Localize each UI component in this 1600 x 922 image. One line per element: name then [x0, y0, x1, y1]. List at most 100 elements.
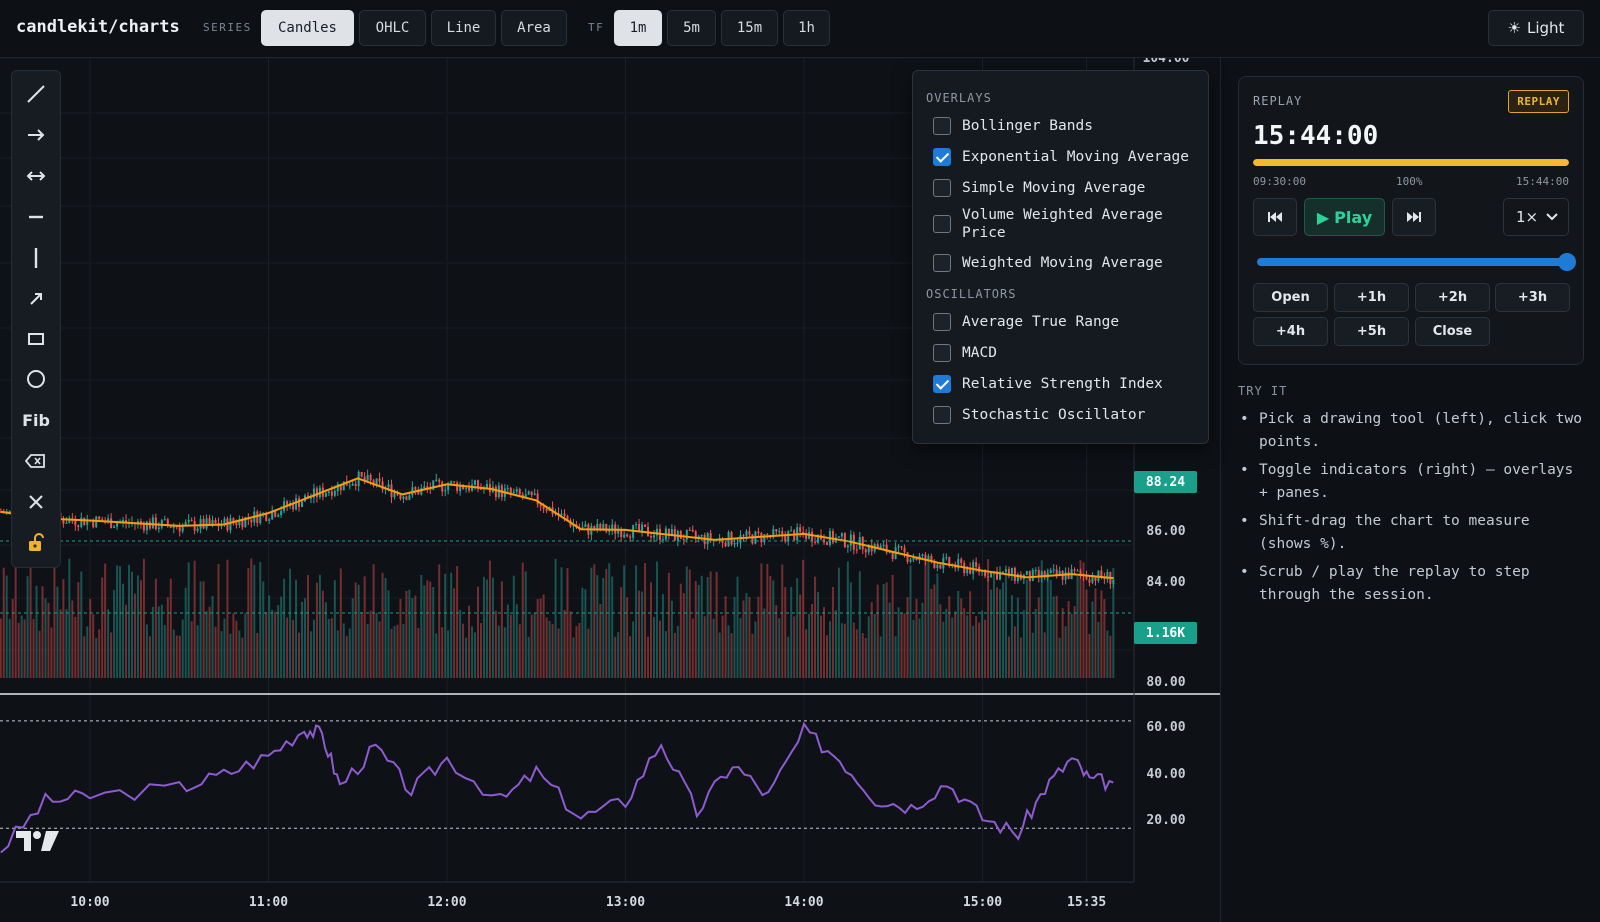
candle-body: [1037, 570, 1040, 577]
volume-bar: [796, 578, 799, 678]
series-ohlc-button[interactable]: OHLC: [359, 10, 426, 46]
speed-select[interactable]: 1×: [1503, 198, 1569, 236]
scrubber-handle[interactable]: [1558, 253, 1576, 271]
volume-bar: [996, 587, 999, 678]
volume-bar: [17, 622, 20, 678]
volume-bar: [247, 568, 250, 678]
jump-3h-button[interactable]: +3h: [1495, 283, 1570, 312]
vertical-line-tool[interactable]: [18, 241, 54, 275]
indicator-atr[interactable]: Average True Range: [933, 313, 1202, 331]
volume-bar: [181, 619, 184, 678]
candle-body: [474, 480, 477, 485]
volume-bar: [688, 569, 691, 678]
candle-body: [602, 523, 605, 531]
candle-body: [969, 567, 972, 574]
candle-body: [990, 571, 993, 578]
checkbox[interactable]: [933, 344, 951, 362]
checkbox[interactable]: [933, 313, 951, 331]
indicator-rsi[interactable]: Relative Strength Index: [933, 375, 1202, 393]
indicator-ema[interactable]: Exponential Moving Average: [933, 148, 1202, 166]
replay-panel: REPLAY REPLAY 15:44:00 09:30:00 100% 15:…: [1238, 76, 1584, 365]
eraser-tool[interactable]: [18, 444, 54, 478]
series-area-button[interactable]: Area: [501, 10, 567, 46]
checkbox-checked[interactable]: [933, 148, 951, 166]
candle-body: [432, 480, 435, 490]
skip-back-button[interactable]: [1253, 198, 1297, 236]
candle-body: [611, 524, 614, 530]
checkbox[interactable]: [933, 254, 951, 272]
clear-tool[interactable]: [18, 485, 54, 519]
series-line-button[interactable]: Line: [431, 10, 496, 46]
volume-bar: [975, 616, 978, 678]
indicator-vwap[interactable]: Volume Weighted Average Price: [933, 206, 1193, 242]
replay-scrubber[interactable]: [1257, 253, 1576, 271]
volume-bar: [811, 604, 814, 678]
indicator-macd[interactable]: MACD: [933, 344, 1202, 362]
skip-forward-icon: [1407, 212, 1421, 222]
volume-bar: [647, 636, 650, 678]
volume-bar: [250, 558, 253, 678]
jump-4h-button[interactable]: +4h: [1253, 317, 1328, 346]
volume-bar: [357, 584, 360, 678]
volume-bar: [1019, 637, 1022, 678]
volume-bar: [354, 582, 357, 678]
checkbox[interactable]: [933, 117, 951, 135]
volume-bar: [262, 581, 265, 678]
indicator-stochastic[interactable]: Stochastic Oscillator: [933, 406, 1202, 424]
extended-line-tool[interactable]: [18, 159, 54, 193]
play-button[interactable]: ▶ Play: [1304, 198, 1385, 236]
candle-body: [342, 481, 345, 491]
indicator-sma[interactable]: Simple Moving Average: [933, 179, 1202, 197]
candle-body: [748, 531, 751, 535]
volume-bar: [548, 620, 551, 678]
tf-1h-button[interactable]: 1h: [783, 10, 830, 46]
series-candles-button[interactable]: Candles: [261, 10, 354, 46]
candle-body: [77, 525, 80, 527]
volume-bar: [336, 630, 339, 678]
tf-1m-button[interactable]: 1m: [614, 10, 662, 46]
candle-body: [1106, 572, 1109, 580]
tf-5m-button[interactable]: 5m: [667, 10, 716, 46]
volume-bar: [465, 637, 468, 678]
trendline-tool[interactable]: [18, 77, 54, 111]
horizontal-line-tool[interactable]: [18, 200, 54, 234]
checkbox-checked[interactable]: [933, 375, 951, 393]
checkbox[interactable]: [933, 179, 951, 197]
jump-2h-button[interactable]: +2h: [1415, 283, 1490, 312]
fib-tool[interactable]: Fib: [22, 410, 50, 430]
indicator-bollinger-bands[interactable]: Bollinger Bands: [933, 117, 1202, 135]
rectangle-tool[interactable]: [18, 322, 54, 356]
candle-body: [560, 513, 563, 516]
arrow-tool[interactable]: [18, 282, 54, 316]
candle-body: [724, 542, 727, 547]
candle-body: [742, 535, 745, 537]
volume-bar: [644, 563, 647, 678]
volume-bar: [456, 565, 459, 678]
circle-tool[interactable]: [18, 362, 54, 396]
candle-body: [235, 522, 238, 526]
volume-bar: [766, 563, 769, 678]
checkbox[interactable]: [933, 215, 951, 233]
volume-bar: [632, 621, 635, 678]
skip-back-icon: [1268, 212, 1282, 222]
skip-forward-button[interactable]: [1392, 198, 1436, 236]
ray-tool[interactable]: [18, 118, 54, 152]
lock-tool[interactable]: [18, 526, 54, 560]
theme-toggle-button[interactable]: ☀ Light: [1488, 10, 1584, 46]
candle-body: [700, 535, 703, 537]
volume-bar: [849, 582, 852, 678]
replay-title: REPLAY: [1253, 94, 1303, 108]
jump-5h-button[interactable]: +5h: [1334, 317, 1409, 346]
indicator-wma[interactable]: Weighted Moving Average: [933, 254, 1202, 272]
checkbox[interactable]: [933, 406, 951, 424]
volume-bar: [897, 607, 900, 678]
candle-body: [387, 484, 390, 488]
jump-open-button[interactable]: Open: [1253, 283, 1328, 312]
tf-15m-button[interactable]: 15m: [721, 10, 778, 46]
volume-bar: [235, 620, 238, 678]
volume-bar: [26, 576, 29, 678]
jump-close-button[interactable]: Close: [1415, 317, 1490, 346]
jump-1h-button[interactable]: +1h: [1334, 283, 1409, 312]
candle-body: [867, 544, 870, 553]
candle-body: [641, 524, 644, 531]
